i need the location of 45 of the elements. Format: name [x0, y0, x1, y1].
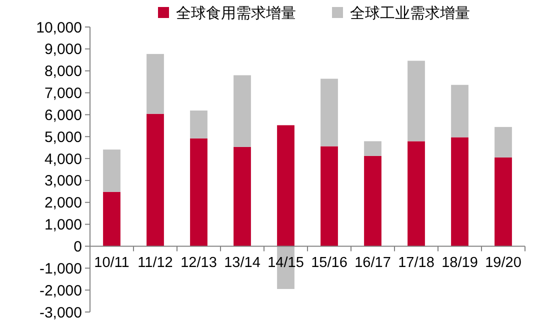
y-tick-label: -1,000 — [39, 260, 82, 278]
y-tick-label: 0 — [74, 238, 82, 256]
bar — [190, 138, 208, 246]
x-tick-label: 19/20 — [485, 255, 522, 272]
y-tick-label: 9,000 — [44, 41, 82, 58]
bar — [408, 141, 425, 246]
x-tick-label: 18/19 — [442, 255, 478, 272]
y-tick-label: 10,000 — [36, 19, 82, 36]
bar — [494, 126, 512, 158]
y-tick-label: 6,000 — [44, 106, 82, 124]
y-tick-label: 5,000 — [44, 128, 82, 146]
x-tick-label: 15/16 — [311, 255, 348, 272]
y-tick-label: 7,000 — [44, 85, 82, 102]
y-tick-label: 2,000 — [44, 194, 82, 212]
bar — [320, 146, 338, 246]
y-tick-label: 1,000 — [44, 216, 82, 234]
y-tick-label: -3,000 — [39, 304, 82, 322]
bar — [234, 146, 251, 246]
y-tick-label: 8,000 — [44, 63, 82, 80]
bar — [277, 125, 294, 246]
bar — [320, 78, 338, 146]
bar — [146, 114, 164, 246]
bar — [364, 156, 382, 246]
bar — [408, 60, 425, 142]
y-tick-label: 3,000 — [44, 172, 82, 190]
x-tick-label: 13/14 — [224, 255, 260, 272]
bar — [146, 54, 164, 114]
bar — [451, 84, 468, 138]
bar — [451, 137, 468, 246]
bar — [494, 157, 512, 246]
y-tick-label: 4,000 — [44, 150, 82, 168]
x-tick-label: 10/11 — [94, 255, 130, 272]
x-tick-label: 16/17 — [354, 255, 391, 272]
x-tick-label: 17/18 — [398, 255, 434, 272]
bar — [364, 141, 382, 156]
x-tick-label: 12/13 — [180, 255, 217, 272]
bar — [234, 75, 251, 147]
x-tick-label: 14/15 — [268, 255, 304, 272]
legend-label: 全球食用需求增量 — [176, 5, 296, 22]
bar — [190, 110, 208, 138]
bar — [103, 150, 120, 192]
x-tick-label: 11/12 — [138, 255, 173, 272]
y-tick-label: -2,000 — [39, 282, 82, 300]
bar — [103, 192, 120, 246]
legend-label: 全球工业需求增量 — [350, 5, 470, 22]
